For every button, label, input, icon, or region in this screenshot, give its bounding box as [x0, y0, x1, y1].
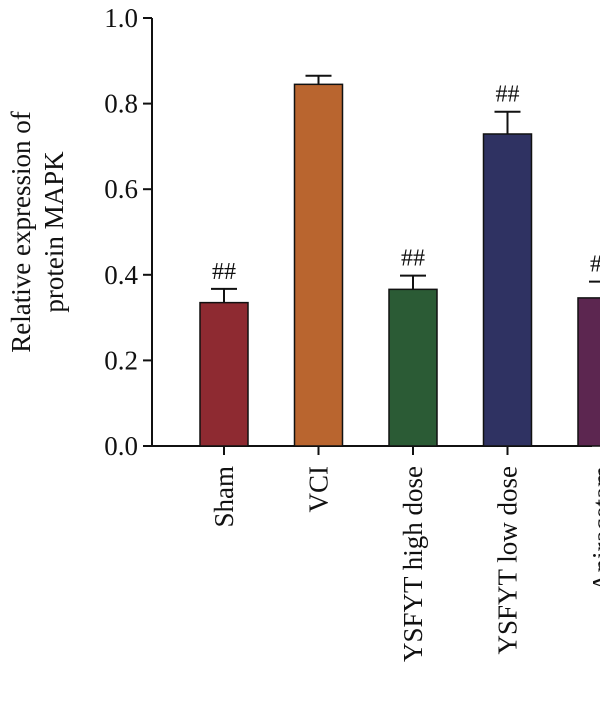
significance-label: ##	[590, 252, 600, 278]
y-tick-label: 0.6	[104, 174, 138, 204]
y-tick-label: 0.0	[104, 431, 138, 461]
bars	[199, 83, 600, 447]
significance-label: ##	[401, 246, 425, 272]
y-axis-title-line: Relative expression of	[6, 111, 36, 352]
significance-labels: ## ## ## ##	[212, 82, 600, 285]
x-tick-label: YSFYT high dose	[398, 466, 428, 662]
y-tick-label: 0.8	[104, 89, 138, 119]
bar	[388, 288, 438, 447]
significance-label: ##	[212, 259, 236, 285]
error-bars	[211, 74, 600, 303]
bar	[577, 297, 600, 447]
bar	[293, 83, 344, 447]
y-axis-title-line: protein MAPK	[39, 151, 69, 313]
x-tick-label: YSFYT low dose	[493, 466, 523, 655]
y-axis-ticks: 0.0 0.2 0.4 0.6 0.8 1.0	[104, 3, 152, 461]
y-axis-title: Relative expression of protein MAPK	[6, 111, 69, 352]
significance-label: ##	[496, 82, 520, 108]
y-tick-label: 0.2	[104, 345, 138, 375]
x-tick-label: VCI	[304, 466, 334, 513]
x-tick-label: Aniracetam	[587, 466, 600, 592]
bar	[482, 133, 533, 447]
y-tick-label: 1.0	[104, 3, 138, 33]
y-tick-label: 0.4	[104, 260, 138, 290]
x-tick-label: Sham	[209, 466, 239, 528]
bar	[199, 301, 249, 447]
x-axis-ticks: Sham VCI YSFYT high dose YSFYT low dose Anir…	[209, 446, 600, 662]
